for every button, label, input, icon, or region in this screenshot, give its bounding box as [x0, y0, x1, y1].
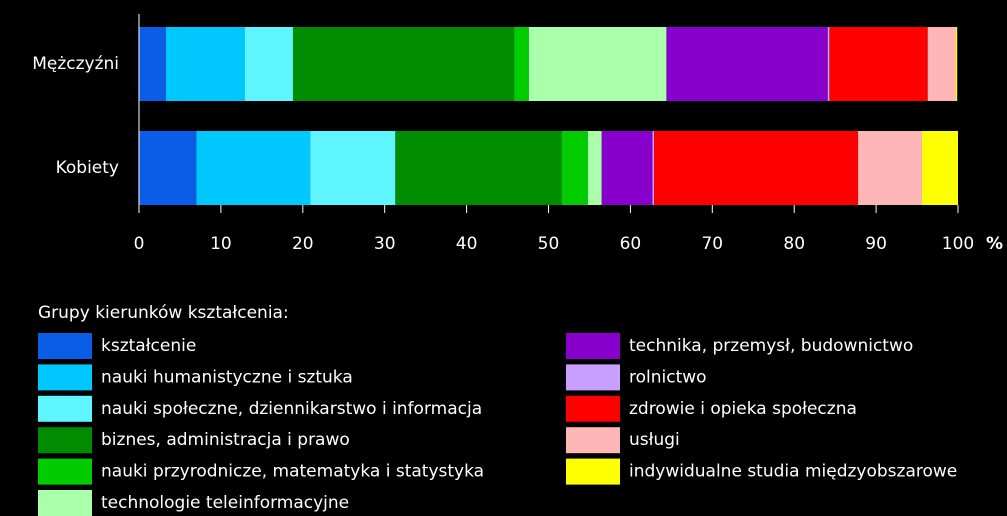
- legend-swatch: [38, 364, 92, 391]
- bar-segment: [310, 131, 396, 205]
- x-tick-label: 100: [942, 234, 974, 254]
- legend-label: biznes, administracja i prawo: [101, 430, 350, 450]
- x-tick-label: 50: [538, 234, 560, 254]
- bar-segment: [395, 131, 562, 205]
- legend-label: indywidualne studia międzyobszarowe: [629, 462, 957, 482]
- bar-segment: [196, 131, 311, 205]
- bar-segment: [858, 131, 922, 205]
- bar-segment: [528, 27, 667, 101]
- bar-segment: [166, 27, 245, 101]
- legend-label: technika, przemysł, budownictwo: [629, 336, 913, 356]
- legend-label: zdrowie i opieka społeczna: [629, 399, 857, 419]
- x-tick-label: 10: [210, 234, 232, 254]
- legend-label: kształcenie: [101, 336, 196, 356]
- legend-label: nauki przyrodnicze, matematyka i statyst…: [101, 462, 484, 482]
- bar-segment: [561, 131, 588, 205]
- x-tick-label: 90: [865, 234, 887, 254]
- x-tick-label: 60: [620, 234, 642, 254]
- bar-segment: [921, 131, 958, 205]
- bar-segment: [139, 131, 197, 205]
- x-tick-label: 70: [701, 234, 723, 254]
- legend-swatch: [38, 490, 92, 516]
- legend-label: rolnictwo: [629, 367, 707, 387]
- legend-label: nauki społeczne, dziennikarstwo i inform…: [101, 399, 482, 419]
- bar-segment: [829, 27, 928, 101]
- legend-swatch: [566, 364, 620, 391]
- legend-swatch: [566, 395, 620, 422]
- bar-segment: [652, 131, 655, 205]
- legend-swatch: [38, 333, 92, 359]
- legend-title: Grupy kierunków kształcenia:: [38, 303, 289, 323]
- legend-label: nauki humanistyczne i sztuka: [101, 367, 353, 387]
- x-tick-label: 80: [783, 234, 805, 254]
- x-tick-label: 40: [456, 234, 478, 254]
- bar-segment: [601, 131, 653, 205]
- bar-segment: [666, 27, 828, 101]
- bar-segment: [139, 27, 167, 101]
- y-tick-label: Mężczyźni: [32, 54, 119, 74]
- bar-segment: [827, 27, 830, 101]
- bar-segment: [955, 27, 958, 101]
- bar-segment: [654, 131, 859, 205]
- legend-label: usługi: [629, 430, 680, 450]
- legend-swatch: [566, 333, 620, 359]
- bar-segment: [292, 27, 515, 101]
- y-tick-label: Kobiety: [56, 158, 119, 178]
- bar-segment: [587, 131, 602, 205]
- legend-swatch: [38, 458, 92, 485]
- legend-swatch: [38, 395, 92, 422]
- x-tick-label: 20: [292, 234, 314, 254]
- legend-label: technologie teleinformacyjne: [101, 493, 349, 513]
- legend-swatch: [566, 458, 620, 485]
- bar-segment: [514, 27, 529, 101]
- x-axis-label: %: [986, 234, 1003, 254]
- legend-swatch: [566, 427, 620, 454]
- x-tick-label: 0: [134, 234, 145, 254]
- bar-segment: [244, 27, 293, 101]
- legend-swatch: [38, 427, 92, 454]
- bar-segment: [927, 27, 956, 101]
- x-tick-label: 30: [374, 234, 396, 254]
